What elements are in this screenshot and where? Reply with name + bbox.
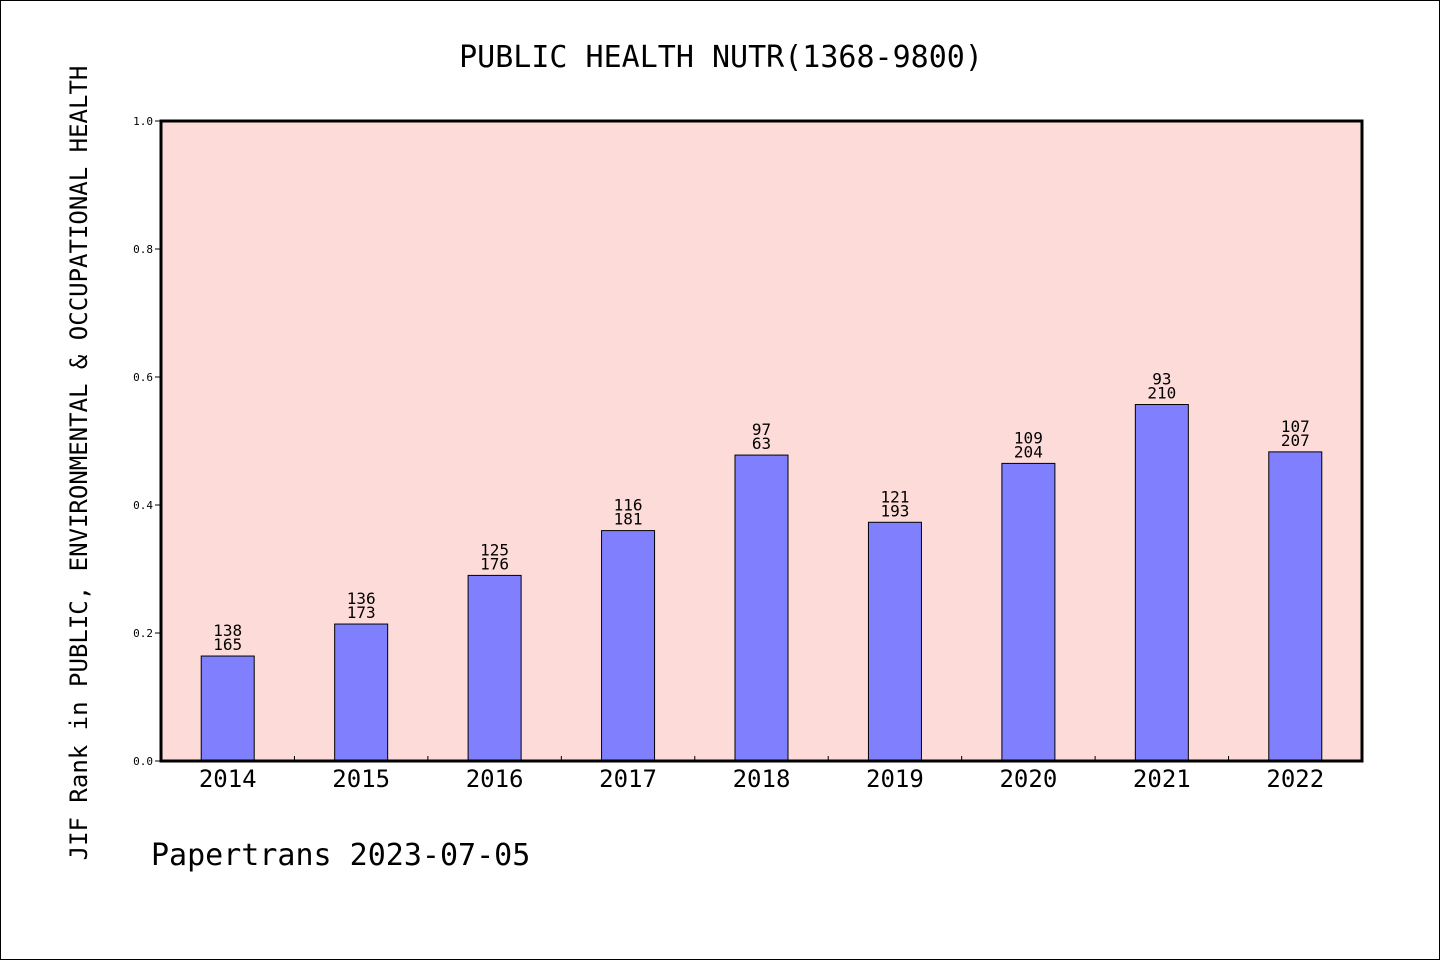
x-tick-label: 2016 bbox=[466, 765, 524, 793]
bar-rank-label: 109 bbox=[1014, 428, 1043, 447]
x-tick-label: 2014 bbox=[199, 765, 257, 793]
bar-total-label: 63 bbox=[752, 434, 771, 453]
bar-rank-label: 125 bbox=[480, 540, 509, 559]
bar-total-label: 193 bbox=[880, 501, 909, 520]
bar-total-label: 176 bbox=[480, 554, 509, 573]
bar-2021 bbox=[1134, 404, 1189, 762]
x-tick-label: 2019 bbox=[866, 765, 924, 793]
y-tick-label: 0.2 bbox=[133, 627, 153, 640]
x-tick-label: 2018 bbox=[733, 765, 791, 793]
bar-2017 bbox=[601, 530, 656, 762]
y-tick-label: 0.4 bbox=[133, 499, 153, 512]
bar-rank-label: 97 bbox=[752, 420, 771, 439]
bar-2015 bbox=[334, 623, 389, 762]
bar-total-label: 207 bbox=[1281, 431, 1310, 450]
bar-rank-label: 138 bbox=[213, 621, 242, 640]
y-tick-label: 0.8 bbox=[133, 243, 153, 256]
plot-border bbox=[159, 119, 1364, 763]
y-tick-label: 0.6 bbox=[133, 371, 153, 384]
x-tick-label: 2017 bbox=[599, 765, 657, 793]
bar-2022 bbox=[1268, 451, 1323, 762]
bar-total-label: 173 bbox=[347, 603, 376, 622]
x-tick-label: 2020 bbox=[999, 765, 1057, 793]
bar-2014 bbox=[200, 655, 255, 762]
bar-total-label: 210 bbox=[1147, 384, 1176, 403]
bar-rank-label: 93 bbox=[1152, 370, 1171, 389]
bar-2018 bbox=[734, 454, 789, 762]
bar-2019 bbox=[867, 521, 922, 762]
y-tick-label: 1.0 bbox=[133, 115, 153, 128]
x-axis: 2014 2015 2016 2017 2018 2019 2020 2021 2022 bbox=[199, 756, 1324, 793]
y-tick-label: 0.0 bbox=[133, 755, 153, 768]
x-tick-label: 2022 bbox=[1266, 765, 1324, 793]
bar-total-label: 165 bbox=[213, 635, 242, 654]
bar-rank-label: 121 bbox=[880, 487, 909, 506]
bar-rank-label: 116 bbox=[614, 496, 643, 515]
bar-total-label: 204 bbox=[1014, 442, 1043, 461]
footer-source-date: Papertrans 2023-07-05 bbox=[151, 838, 530, 873]
bar-rank-label: 136 bbox=[347, 589, 376, 608]
bar-rank-label: 107 bbox=[1281, 417, 1310, 436]
chart-title: PUBLIC HEALTH NUTR(1368-9800) bbox=[459, 40, 983, 75]
bar-2020 bbox=[1001, 462, 1056, 762]
bar-2016 bbox=[467, 574, 522, 762]
x-tick-label: 2015 bbox=[332, 765, 390, 793]
x-tick-label: 2021 bbox=[1133, 765, 1191, 793]
y-axis-label: JIF Rank in PUBLIC, ENVIRONMENTAL & OCCU… bbox=[65, 66, 93, 861]
y-axis: 0.0 0.2 0.4 0.6 0.8 1.0 bbox=[133, 115, 161, 768]
bar-total-label: 181 bbox=[614, 510, 643, 529]
